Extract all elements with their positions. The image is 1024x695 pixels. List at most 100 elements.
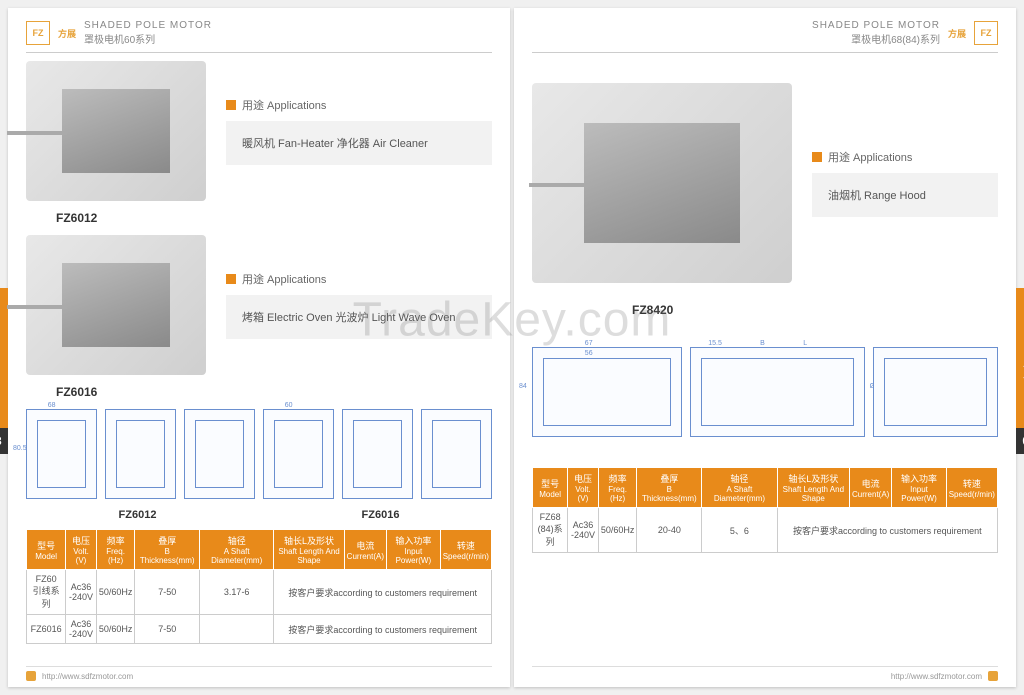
product-row-fz8420: 用途 Applications 油烟机 Range Hood	[532, 83, 998, 283]
table-header-cell: 轴径A Shaft Diameter(mm)	[199, 530, 273, 570]
table-header-cell: 电流Current(A)	[344, 530, 386, 570]
bullet-icon	[226, 274, 236, 284]
application-box: 用途 Applications 油烟机 Range Hood	[812, 149, 998, 217]
table-cell: Ac36 -240V	[66, 615, 96, 644]
bullet-icon	[226, 100, 236, 110]
table-header-row: 型号Model电压Volt.(V)频率Freq.(Hz)叠厚B Thicknes…	[27, 530, 492, 570]
table-cell: 50/60Hz	[96, 615, 135, 644]
header-titles: SHADED POLE MOTOR 罩极电机68(84)系列	[812, 20, 940, 46]
left-page: 罩极电机60系列 03 FZ 方展 SHADED POLE MOTOR 罩极电机…	[8, 8, 510, 687]
product-image-fz6012	[26, 61, 206, 201]
page-footer-right: http://www.sdfzmotor.com	[532, 666, 998, 681]
table-cell: FZ68 (84)系列	[533, 508, 568, 553]
table-cell: 50/60Hz	[598, 508, 637, 553]
diagram-labels: FZ6012 FZ6016	[26, 505, 492, 521]
table-row: FZ60 引线系列Ac36 -240V50/60Hz7-503.17-6按客户要…	[27, 570, 492, 615]
diagram-label-fz6016: FZ6016	[362, 509, 400, 521]
right-page: 罩极电机68(84)系列 04 FZ 方展 SHADED POLE MOTOR …	[514, 8, 1016, 687]
footer-icon	[26, 671, 36, 681]
table-header-cell: 轴长L及形状Shaft Length And Shape	[777, 468, 849, 508]
table-header-cell: 轴长L及形状Shaft Length And Shape	[274, 530, 344, 570]
brand-name: 方展	[948, 27, 966, 40]
model-label-fz6012: FZ6012	[56, 211, 492, 225]
table-header-cell: 型号Model	[533, 468, 568, 508]
motor-icon	[62, 89, 170, 173]
application-box: 用途 Applications 暖风机 Fan-Heater 净化器 Air C…	[226, 97, 492, 165]
page-header-right: FZ 方展 SHADED POLE MOTOR 罩极电机68(84)系列	[532, 20, 998, 53]
dim-w: 60	[285, 402, 293, 409]
motor-icon	[62, 263, 170, 347]
diagram-fz6012-side	[105, 409, 176, 499]
footer-url: http://www.sdfzmotor.com	[42, 672, 133, 681]
app-label-row: 用途 Applications	[226, 97, 492, 113]
table-cell: Ac36 -240V	[66, 570, 96, 615]
diagram-fz6012-front: 68 80.5	[26, 409, 97, 499]
diagram-fz8420-front: 67 56 84	[532, 347, 682, 437]
app-content: 暖风机 Fan-Heater 净化器 Air Cleaner	[226, 121, 492, 165]
brand-logo-icon: FZ	[974, 21, 998, 45]
table-cell-merged: 按客户要求according to customers requirement	[274, 615, 492, 644]
table-header-cell: 轴径A Shaft Diameter(mm)	[702, 468, 777, 508]
side-tab-left: 罩极电机60系列	[0, 288, 8, 428]
table-row: FZ68 (84)系列Ac36 -240V50/60Hz20-405、6按客户要…	[533, 508, 998, 553]
table-header-row: 型号Model电压Volt.(V)频率Freq.(Hz)叠厚B Thicknes…	[533, 468, 998, 508]
product-image-fz6016	[26, 235, 206, 375]
spec-table-right: 型号Model电压Volt.(V)频率Freq.(Hz)叠厚B Thicknes…	[532, 467, 998, 553]
header-title-en: SHADED POLE MOTOR	[84, 20, 212, 31]
table-header-cell: 频率Freq.(Hz)	[96, 530, 135, 570]
diagram-fz8420-persp	[873, 347, 998, 437]
table-row: FZ6016Ac36 -240V50/60Hz7-50 按客户要求accordin…	[27, 615, 492, 644]
table-cell	[199, 615, 273, 644]
table-header-cell: 输入功率Input Power(W)	[387, 530, 441, 570]
brand-logo-icon: FZ	[26, 21, 50, 45]
dim-w: 67	[585, 340, 593, 347]
diagram-group: 68 80.5 60	[26, 409, 492, 499]
dim-w2: 56	[585, 350, 593, 357]
app-content: 烤箱 Electric Oven 光波炉 Light Wave Oven	[226, 295, 492, 339]
brand-name: 方展	[58, 27, 76, 40]
model-label-fz6016: FZ6016	[56, 385, 492, 399]
table-cell: Ac36 -240V	[568, 508, 599, 553]
app-label-row: 用途 Applications	[226, 271, 492, 287]
table-cell: FZ6016	[27, 615, 66, 644]
header-title-cn: 罩极电机60系列	[84, 31, 212, 46]
diagram-fz6016-front: 60	[263, 409, 334, 499]
app-label-row: 用途 Applications	[812, 149, 998, 165]
page-footer-left: http://www.sdfzmotor.com	[26, 666, 492, 681]
table-header-cell: 输入功率Input Power(W)	[892, 468, 946, 508]
diagram-fz6012-persp	[184, 409, 255, 499]
app-label: 用途 Applications	[242, 271, 326, 287]
dim-l3: L	[803, 340, 807, 347]
motor-icon	[584, 123, 740, 243]
table-header-cell: 转速Speed(r/min)	[440, 530, 491, 570]
diagram-fz6016-side	[342, 409, 413, 499]
table-header-cell: 电压Volt.(V)	[568, 468, 599, 508]
page-number-left: 03	[0, 428, 8, 454]
dim-l1: 15.5	[708, 340, 722, 347]
header-title-cn: 罩极电机68(84)系列	[812, 31, 940, 46]
table-cell: 7-50	[135, 615, 200, 644]
product-row-fz6012: 用途 Applications 暖风机 Fan-Heater 净化器 Air C…	[26, 61, 492, 201]
diagram-label-fz6012: FZ6012	[119, 509, 157, 521]
table-cell: 7-50	[135, 570, 200, 615]
table-cell: 3.17-6	[199, 570, 273, 615]
table-header-cell: 电压Volt.(V)	[66, 530, 96, 570]
table-cell: 20-40	[637, 508, 702, 553]
dim-h: 84	[519, 383, 527, 390]
table-header-cell: 转速Speed(r/min)	[946, 468, 997, 508]
footer-icon	[988, 671, 998, 681]
product-image-fz8420	[532, 83, 792, 283]
app-label: 用途 Applications	[828, 149, 912, 165]
table-header-cell: 叠厚B Thickness(mm)	[637, 468, 702, 508]
side-tab-cn: 罩极电机60系列	[0, 326, 2, 390]
application-box: 用途 Applications 烤箱 Electric Oven 光波炉 Lig…	[226, 271, 492, 339]
dim-l2: B	[760, 340, 765, 347]
catalog-spread: 罩极电机60系列 03 FZ 方展 SHADED POLE MOTOR 罩极电机…	[8, 8, 1016, 687]
table-cell-merged: 按客户要求according to customers requirement	[777, 508, 997, 553]
diagram-group-right: 67 56 84 15.5 B L Ø1A	[532, 347, 998, 437]
product-row-fz6016: 用途 Applications 烤箱 Electric Oven 光波炉 Lig…	[26, 235, 492, 375]
diagram-fz6016-persp	[421, 409, 492, 499]
header-titles: SHADED POLE MOTOR 罩极电机60系列	[84, 20, 212, 46]
dim-h: 80.5	[13, 445, 27, 452]
header-title-en: SHADED POLE MOTOR	[812, 20, 940, 31]
